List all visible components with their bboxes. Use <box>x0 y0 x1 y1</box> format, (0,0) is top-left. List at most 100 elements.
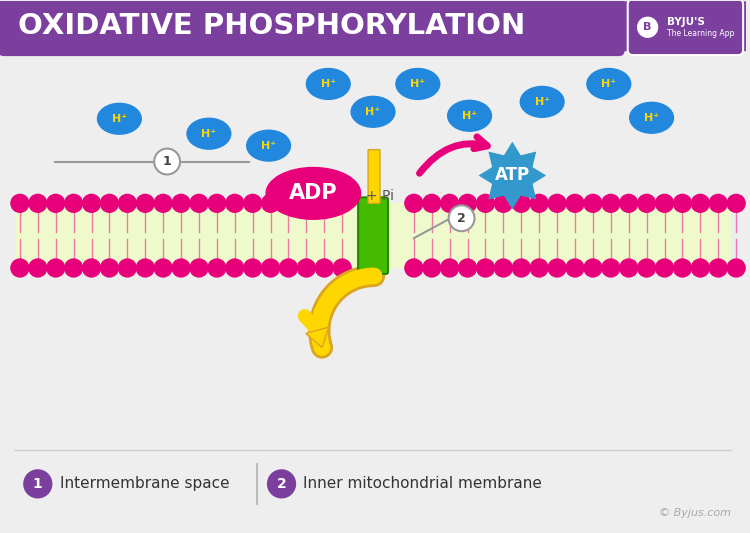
Ellipse shape <box>630 102 674 133</box>
Circle shape <box>620 259 638 277</box>
Polygon shape <box>306 327 328 348</box>
Circle shape <box>11 259 28 277</box>
Ellipse shape <box>266 167 361 219</box>
Circle shape <box>656 195 674 212</box>
Ellipse shape <box>187 118 231 149</box>
Circle shape <box>458 259 476 277</box>
Circle shape <box>512 259 530 277</box>
FancyBboxPatch shape <box>0 0 625 56</box>
Circle shape <box>82 195 100 212</box>
Bar <box>15 203 731 268</box>
Text: Inner mitochondrial membrane: Inner mitochondrial membrane <box>304 477 542 491</box>
Circle shape <box>710 195 728 212</box>
Circle shape <box>710 259 728 277</box>
Ellipse shape <box>587 69 631 99</box>
Ellipse shape <box>396 69 439 99</box>
Text: ADP: ADP <box>289 183 338 204</box>
Text: 1: 1 <box>163 155 172 168</box>
Text: H⁺: H⁺ <box>602 79 616 89</box>
Circle shape <box>315 259 333 277</box>
Circle shape <box>100 259 118 277</box>
Circle shape <box>118 195 136 212</box>
Circle shape <box>692 259 709 277</box>
Circle shape <box>298 195 315 212</box>
FancyBboxPatch shape <box>358 197 388 274</box>
Circle shape <box>620 195 638 212</box>
Circle shape <box>448 205 475 231</box>
Circle shape <box>530 259 548 277</box>
Circle shape <box>82 259 100 277</box>
Circle shape <box>656 259 674 277</box>
Circle shape <box>46 259 64 277</box>
Circle shape <box>208 259 226 277</box>
Circle shape <box>226 195 244 212</box>
Circle shape <box>24 470 52 498</box>
Circle shape <box>190 195 208 212</box>
Circle shape <box>512 195 530 212</box>
Circle shape <box>566 195 584 212</box>
Circle shape <box>28 195 46 212</box>
Circle shape <box>154 195 172 212</box>
Circle shape <box>494 259 512 277</box>
Circle shape <box>530 195 548 212</box>
Circle shape <box>226 259 244 277</box>
Text: H⁺: H⁺ <box>644 113 659 123</box>
Ellipse shape <box>520 86 564 117</box>
Circle shape <box>315 195 333 212</box>
Circle shape <box>728 195 745 212</box>
Circle shape <box>602 259 619 277</box>
Circle shape <box>64 259 82 277</box>
Ellipse shape <box>448 100 491 131</box>
Text: ATP: ATP <box>495 166 530 184</box>
Circle shape <box>584 259 602 277</box>
Text: H⁺: H⁺ <box>321 79 336 89</box>
Circle shape <box>476 195 494 212</box>
Text: H⁺: H⁺ <box>112 114 127 124</box>
Text: H⁺: H⁺ <box>462 111 477 121</box>
Circle shape <box>172 259 190 277</box>
Text: © Byjus.com: © Byjus.com <box>659 508 731 518</box>
Text: H⁺: H⁺ <box>410 79 425 89</box>
Circle shape <box>333 195 351 212</box>
Text: H⁺: H⁺ <box>365 107 380 117</box>
Ellipse shape <box>247 130 290 161</box>
Text: BYJU'S: BYJU'S <box>667 17 704 27</box>
Circle shape <box>638 259 656 277</box>
Circle shape <box>268 470 296 498</box>
Ellipse shape <box>98 103 141 134</box>
Text: 1: 1 <box>33 477 43 491</box>
FancyBboxPatch shape <box>0 2 746 51</box>
FancyArrowPatch shape <box>419 137 488 173</box>
Circle shape <box>423 259 441 277</box>
Circle shape <box>100 195 118 212</box>
Text: H⁺: H⁺ <box>201 128 217 139</box>
Text: H⁺: H⁺ <box>535 97 550 107</box>
Circle shape <box>441 259 458 277</box>
Circle shape <box>638 17 658 37</box>
Circle shape <box>441 195 458 212</box>
Circle shape <box>172 195 190 212</box>
Circle shape <box>136 195 154 212</box>
Circle shape <box>405 195 423 212</box>
Circle shape <box>154 149 180 174</box>
Circle shape <box>154 259 172 277</box>
Circle shape <box>566 259 584 277</box>
Polygon shape <box>478 142 546 209</box>
Text: 2: 2 <box>458 212 466 225</box>
Circle shape <box>674 259 692 277</box>
Circle shape <box>190 259 208 277</box>
Circle shape <box>64 195 82 212</box>
Circle shape <box>548 195 566 212</box>
Text: Intermembrane space: Intermembrane space <box>60 477 229 491</box>
Circle shape <box>494 195 512 212</box>
Circle shape <box>674 195 692 212</box>
FancyBboxPatch shape <box>368 150 380 203</box>
Circle shape <box>262 195 280 212</box>
Circle shape <box>280 195 298 212</box>
Circle shape <box>208 195 226 212</box>
Ellipse shape <box>307 69 350 99</box>
Circle shape <box>280 259 298 277</box>
Circle shape <box>638 195 656 212</box>
Circle shape <box>244 259 262 277</box>
FancyBboxPatch shape <box>628 0 743 55</box>
